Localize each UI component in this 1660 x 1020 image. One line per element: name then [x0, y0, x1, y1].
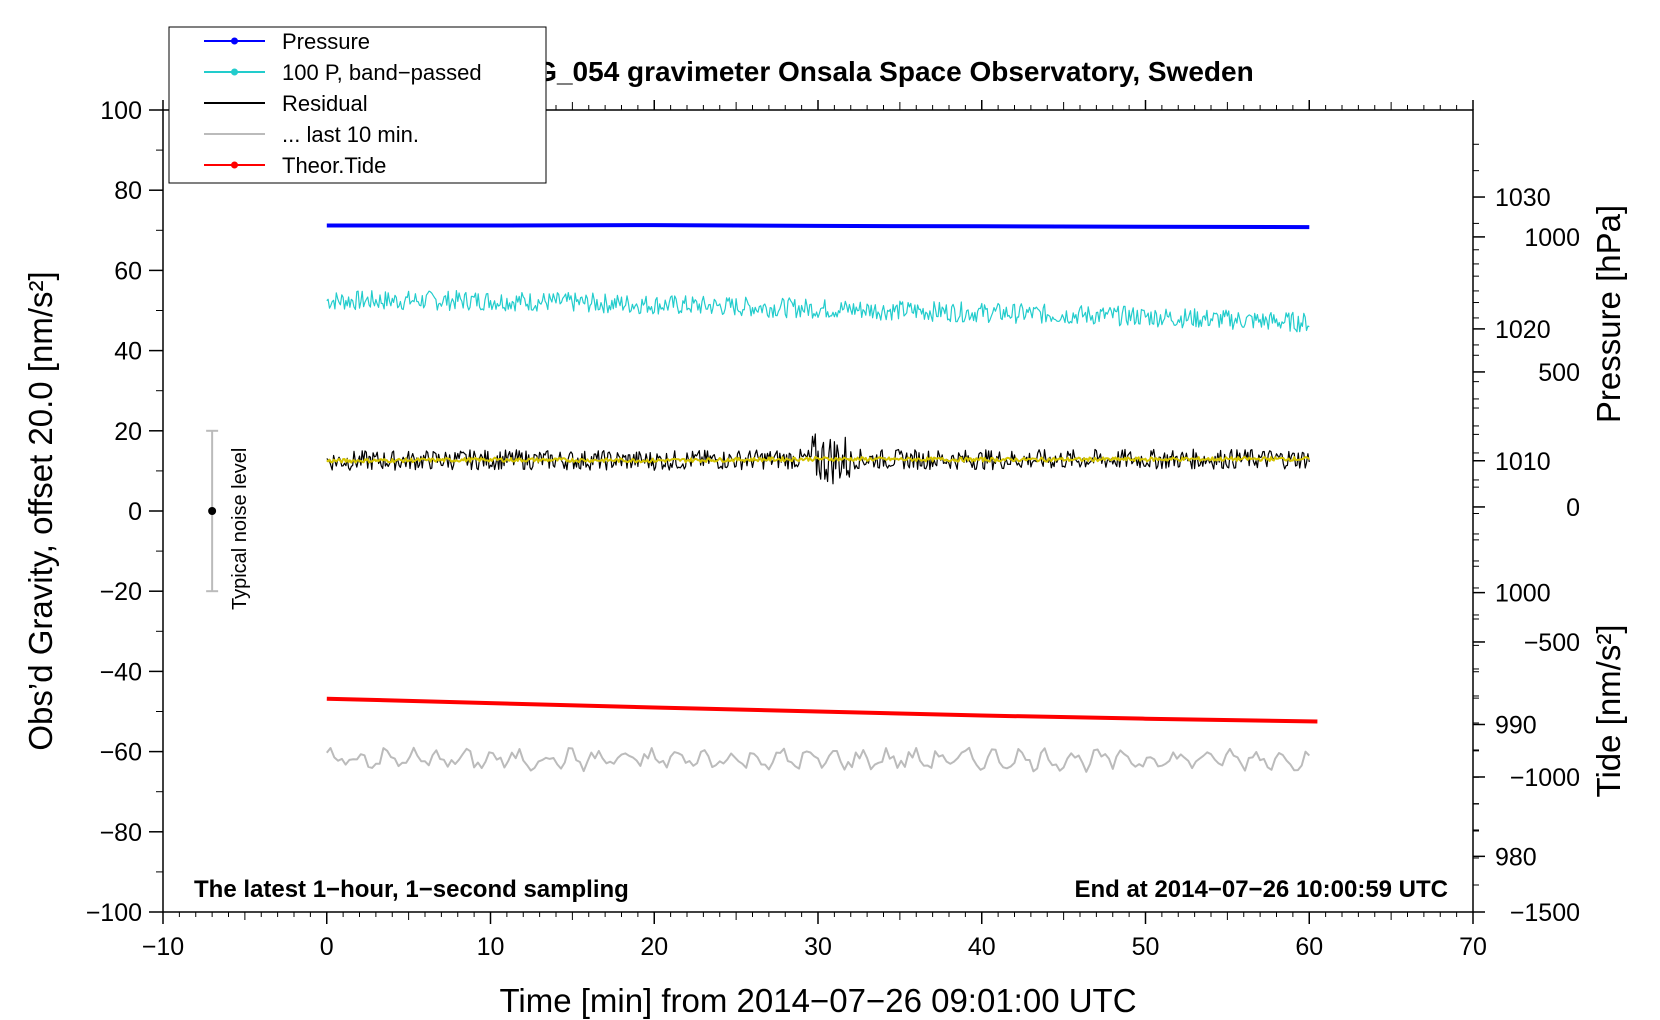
y-tick-label: −60: [100, 739, 142, 767]
y-tick-label: −100: [86, 899, 142, 927]
x-axis-label: Time [min] from 2014−07−26 09:01:00 UTC: [499, 982, 1136, 1019]
noise-indicator: [206, 429, 219, 593]
series--last-10-min: [326, 746, 1311, 773]
plot-frame: [162, 109, 1474, 913]
tide-tick-label: 1000: [1524, 224, 1580, 252]
x-tick-label: 20: [640, 933, 668, 961]
y-tick-label: −20: [100, 578, 142, 606]
y-tick-label: 40: [114, 338, 142, 366]
pressure-tick-label: 1030: [1495, 184, 1551, 212]
legend-label: 100 P, band−passed: [282, 60, 482, 85]
noise-label: Typical noise level: [229, 448, 251, 610]
legend: Pressure 100 P, band−passed Residual ... la…: [168, 26, 547, 184]
y-tick-label: 80: [114, 177, 142, 205]
x-tick-label: −10: [142, 933, 184, 961]
y-tick-label: 100: [100, 97, 142, 125]
annotation-sampling: The latest 1−hour, 1−second sampling: [194, 876, 629, 903]
chart-title: SCG_054 gravimeter Onsala Space Observat…: [496, 56, 1253, 87]
tide-tick-label: −500: [1524, 629, 1580, 657]
tide-tick-label: 500: [1538, 359, 1580, 387]
y-tick-label: 60: [114, 257, 142, 285]
series-pressure: [326, 223, 1310, 230]
legend-label: Theor.Tide: [282, 153, 386, 178]
tide-tick-label: −1000: [1510, 764, 1580, 792]
tide-tick-label: −1500: [1510, 899, 1580, 927]
y-axis-tide: 1000 500 0 −500 −1000 −1500: [1473, 224, 1580, 927]
y-axis-tide-label: Tide [nm/s²]: [1590, 625, 1627, 798]
series-layer: [326, 223, 1318, 773]
y-tick-label: 20: [114, 418, 142, 446]
y-axis-left-label: Obs’d Gravity, offset 20.0 [nm/s²]: [22, 271, 59, 750]
y-tick-label: −40: [100, 658, 142, 686]
pressure-tick-label: 980: [1495, 843, 1537, 871]
annotation-end-time: End at 2014−07−26 10:00:59 UTC: [1074, 876, 1448, 903]
x-tick-label: 60: [1295, 933, 1323, 961]
legend-label: Pressure: [282, 29, 370, 54]
x-tick-label: 70: [1459, 933, 1487, 961]
series-100-p-band-passed: [326, 290, 1310, 333]
pressure-tick-label: 1020: [1495, 316, 1551, 344]
y-axis-pressure-label: Pressure [hPa]: [1590, 205, 1627, 423]
x-tick-label: 30: [804, 933, 832, 961]
pressure-tick-label: 1010: [1495, 448, 1551, 476]
pressure-tick-label: 990: [1495, 711, 1537, 739]
legend-label: ... last 10 min.: [282, 122, 419, 147]
x-tick-label: 10: [477, 933, 505, 961]
tide-tick-label: 0: [1566, 494, 1580, 522]
y-axis-pressure: 1030 1020 1010 1000 990 980: [1473, 143, 1551, 871]
series-residual-smoothed: [326, 455, 1311, 464]
series-residual: [326, 433, 1310, 485]
legend-marker: [231, 68, 238, 76]
x-tick-label: 40: [968, 933, 996, 961]
x-axis: −10 0 10 20 30 40 50 60 70: [142, 100, 1487, 961]
series-theor-tide: [326, 696, 1318, 724]
y-tick-label: 0: [128, 498, 142, 526]
legend-marker: [231, 161, 238, 169]
pressure-tick-label: 1000: [1495, 580, 1551, 608]
y-axis-left: 100 80 60 40 20 0 −20 −40 −60 −80 −100: [86, 97, 163, 927]
legend-marker: [231, 37, 238, 45]
noise-bar-center: [208, 507, 217, 515]
legend-box: [168, 26, 547, 184]
legend-label: Residual: [282, 91, 368, 116]
x-tick-label: 50: [1132, 933, 1160, 961]
y-tick-label: −80: [100, 819, 142, 847]
x-tick-label: 0: [320, 933, 334, 961]
